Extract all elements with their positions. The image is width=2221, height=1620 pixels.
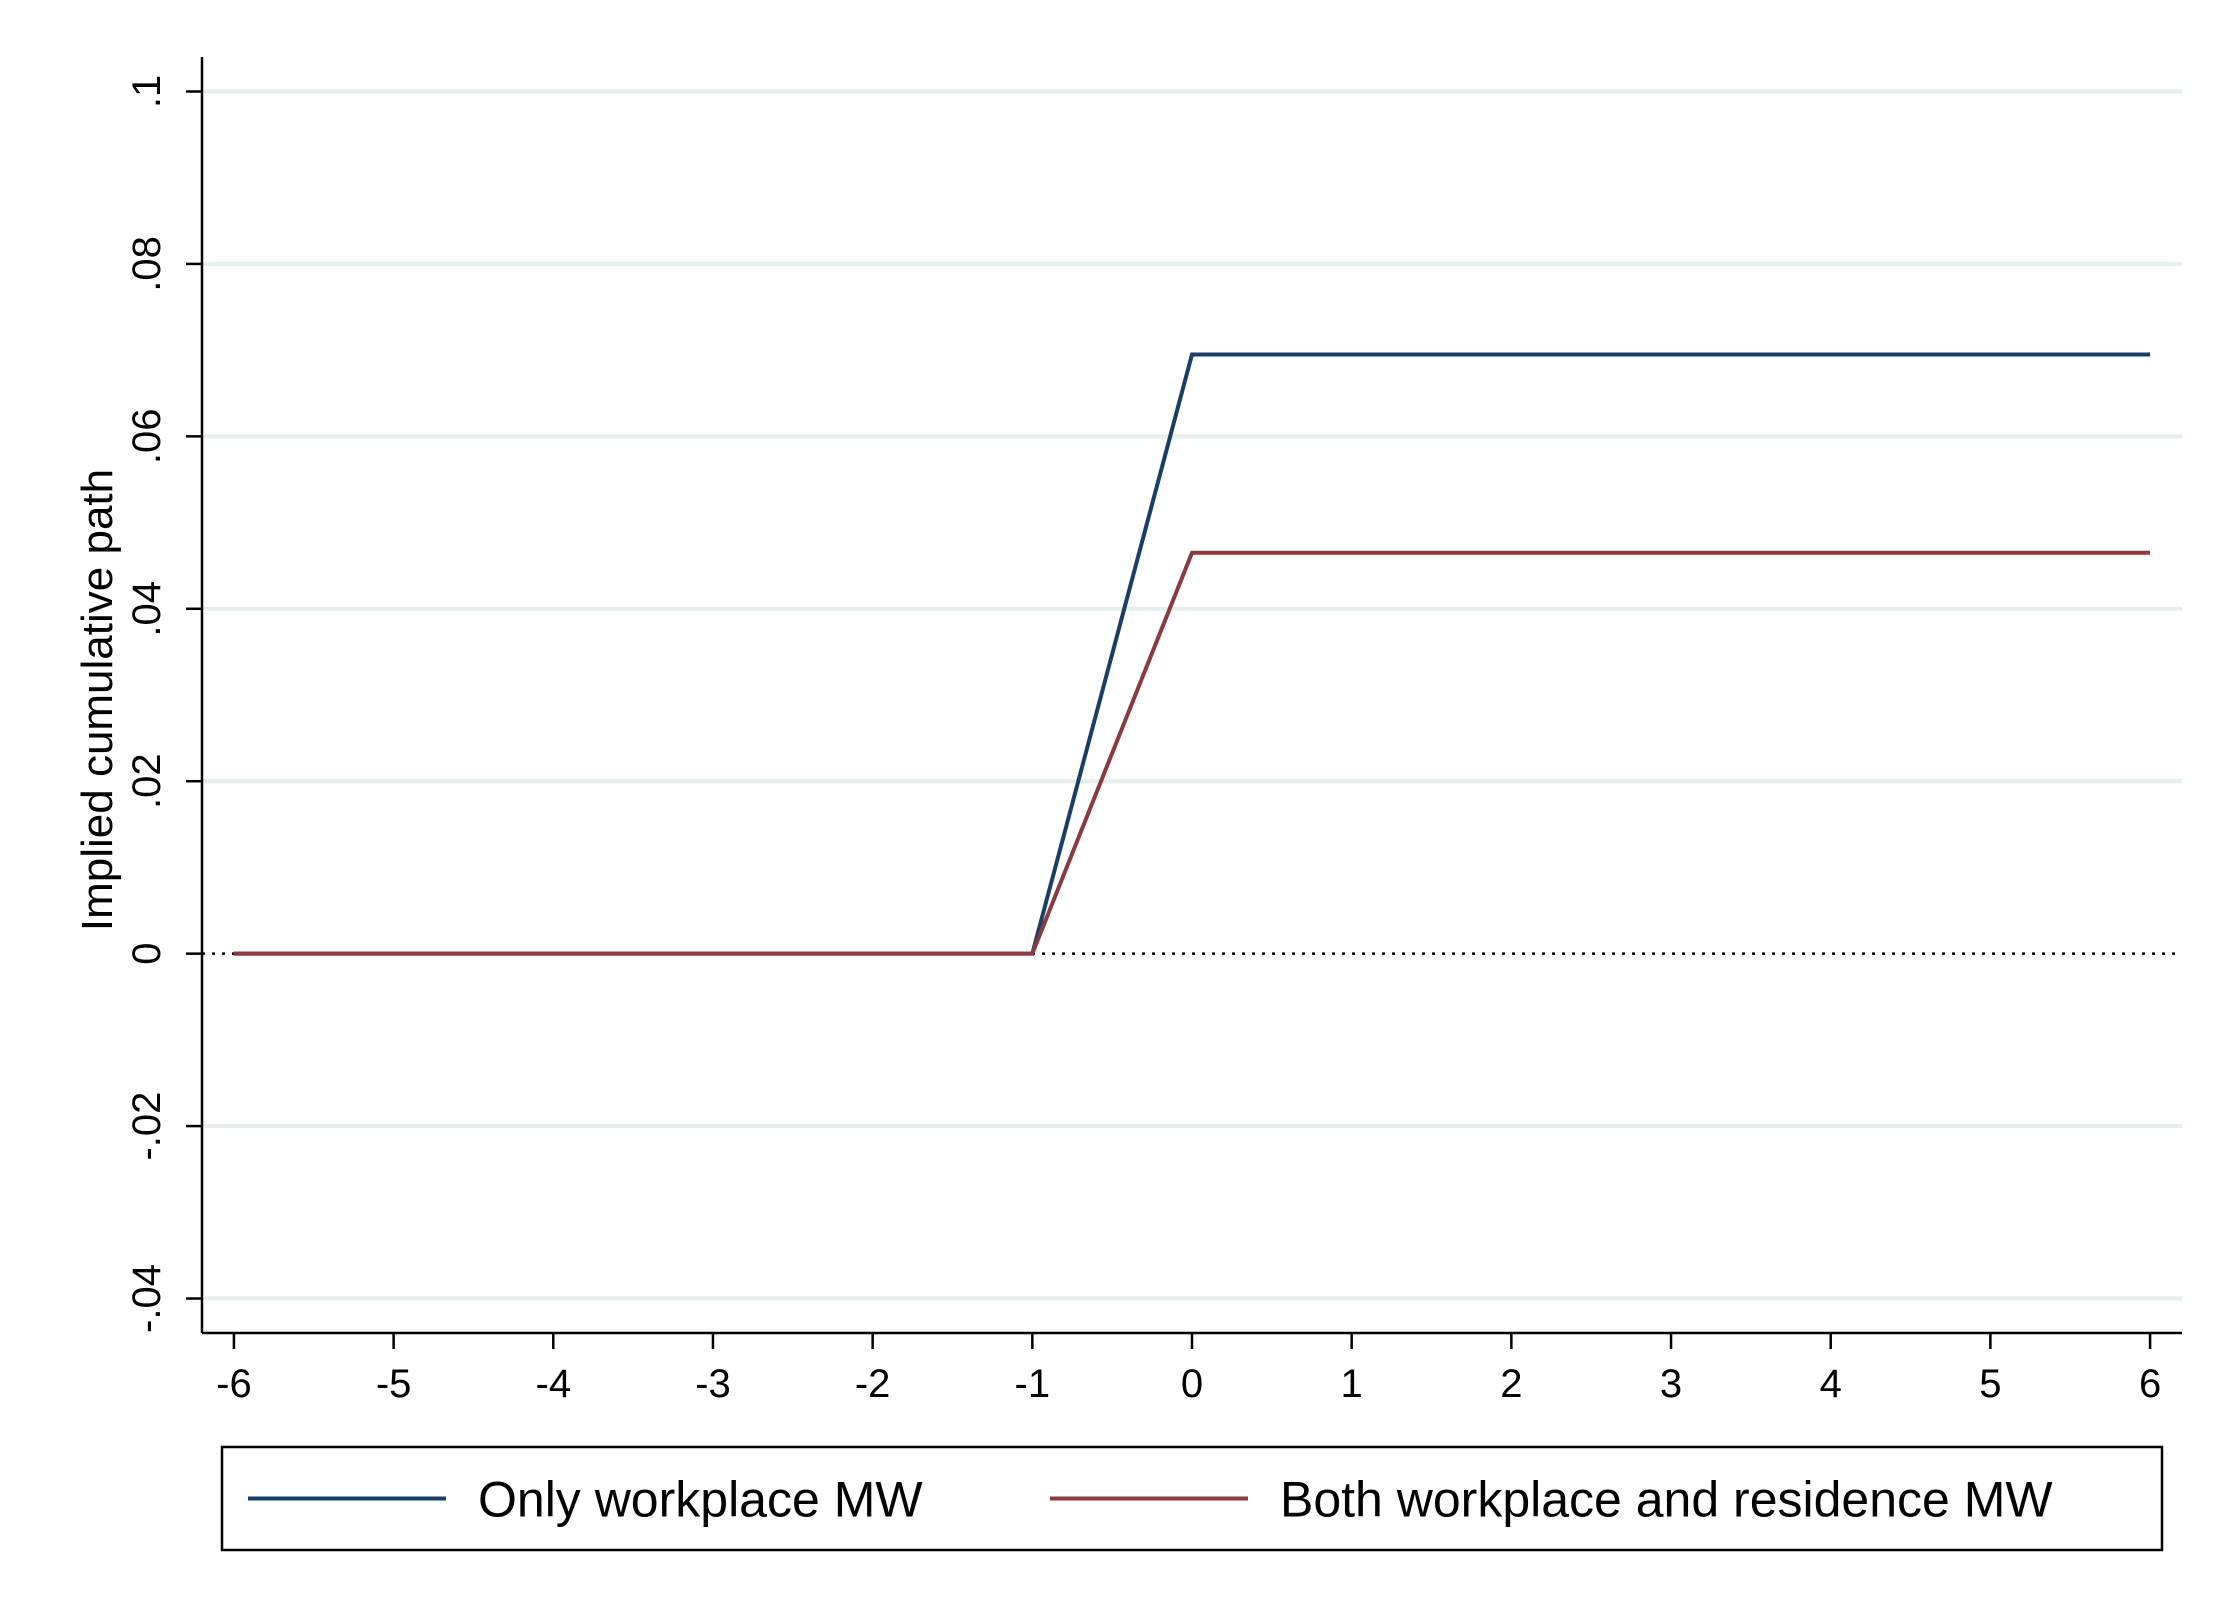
x-tick-label: 6 (2139, 1362, 2161, 1406)
x-tick-label: 2 (1500, 1362, 1522, 1406)
x-tick-label: 0 (1181, 1362, 1203, 1406)
y-tick-label: -.04 (125, 1264, 169, 1333)
x-tick-label: 5 (1979, 1362, 2001, 1406)
gridlines (202, 89, 2182, 1301)
y-tick-label: .02 (125, 753, 169, 809)
y-tick-label: .04 (125, 581, 169, 637)
x-tick-label: -5 (376, 1362, 412, 1406)
x-tick-label: 3 (1660, 1362, 1682, 1406)
y-tick-label: -.02 (125, 1092, 169, 1161)
series-line-1 (233, 352, 2151, 956)
x-tick-label: -3 (695, 1362, 731, 1406)
legend-label-1: Only workplace MW (478, 1472, 923, 1528)
x-tick-label: 1 (1341, 1362, 1363, 1406)
x-tick-label: -6 (216, 1362, 252, 1406)
axes: -.04 -.02 0 .02 .04 .06 .08 .1 -6 -5 -4 -3 -2 -1 0 1 2 3 4… (125, 57, 2182, 1406)
x-tick-label: -2 (855, 1362, 891, 1406)
y-tick-label: .1 (125, 75, 169, 108)
y-tick-label: .06 (125, 409, 169, 465)
x-tick-label: -1 (1015, 1362, 1051, 1406)
series-line-2 (233, 550, 2151, 956)
y-tick-label: 0 (125, 943, 169, 965)
legend-label-2: Both workplace and residence MW (1280, 1472, 2053, 1528)
x-tick-label: 4 (1820, 1362, 1842, 1406)
legend: Only workplace MW Both workplace and resi… (220, 1445, 2164, 1552)
series-lines (233, 352, 2151, 956)
x-tick-label: -4 (536, 1362, 572, 1406)
y-tick-label: .08 (125, 236, 169, 292)
y-axis-title: Implied cumulative path (73, 469, 122, 931)
